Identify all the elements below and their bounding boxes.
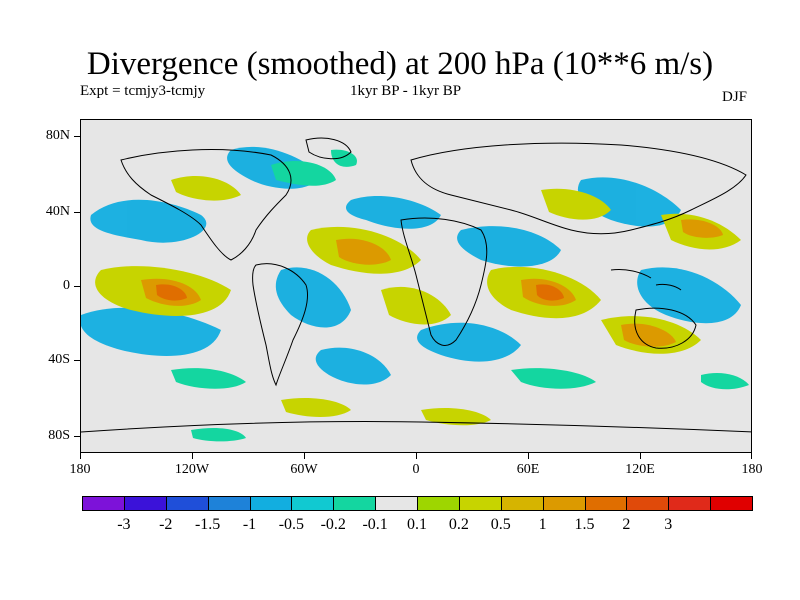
season-label: DJF [722,89,748,105]
colorbar-label: 2 [622,516,631,533]
colorbar-label: -1 [242,516,257,533]
lon-tick-label: 120E [625,462,655,477]
colorbar-swatch [710,496,753,511]
lat-tick-label: 80N [45,128,70,143]
colorbar-label: -3 [117,516,131,533]
lon-tick-label: 60W [290,462,318,477]
colorbar-swatch [82,496,125,511]
colorbar-label: -0.1 [362,516,388,533]
colorbar-swatch [291,496,335,511]
colorbar-swatch [542,496,586,511]
colorbar-label: 0.5 [490,516,511,533]
colorbar-swatch [584,496,628,511]
map-panel [80,119,752,453]
lat-tick [74,286,80,287]
colorbar-label: 0.2 [448,516,469,533]
plot-title: Divergence (smoothed) at 200 hPa (10**6 … [86,46,714,82]
lon-tick-label: 180 [69,462,91,477]
lon-tick-label: 60E [516,462,540,477]
colorbar-label: -0.2 [320,516,346,533]
colorbar-label: -2 [159,516,173,533]
colorbar-label: 0.1 [407,516,427,533]
colorbar-swatch [333,496,377,511]
lon-tick-label: 0 [412,462,420,477]
lon-tick [640,453,641,459]
lat-tick-label: 40N [45,204,70,219]
colorbar-label: 1 [538,516,547,533]
colorbar-label: -1.5 [194,516,221,533]
lon-tick [304,453,305,459]
colorbar-label: 1.5 [574,516,595,533]
colorbar-swatch [165,496,209,511]
colorbar-label: -0.5 [278,516,305,533]
lat-tick [74,436,80,437]
lon-tick [80,453,81,459]
colorbar-swatch [458,496,502,511]
lon-tick-label: 120W [174,462,210,477]
period-label: 1kyr BP - 1kyr BP [350,83,462,99]
lat-tick [74,360,80,361]
lat-tick [74,212,80,213]
lon-tick [192,453,193,459]
colorbar-swatch [500,496,544,511]
experiment-label: Expt = tcmjy3-tcmjy [80,83,206,99]
lon-tick-label: 180 [741,462,763,477]
colorbar-swatch [207,496,251,511]
lat-tick [74,136,80,137]
lon-tick [751,453,752,459]
colorbar-swatch [249,496,293,511]
lon-tick [528,453,529,459]
colorbar-swatch [668,496,712,511]
lat-tick-label: 0 [63,278,70,293]
lon-tick [416,453,417,459]
colorbar-swatch [626,496,670,511]
colorbar [82,496,753,511]
colorbar-swatch [417,496,460,511]
lat-tick-label: 40S [48,352,70,367]
lat-tick-label: 80S [48,428,70,443]
colorbar-swatch [375,496,418,511]
colorbar-swatch [123,496,167,511]
colorbar-label: 3 [664,516,673,533]
divergence-field [81,137,751,442]
